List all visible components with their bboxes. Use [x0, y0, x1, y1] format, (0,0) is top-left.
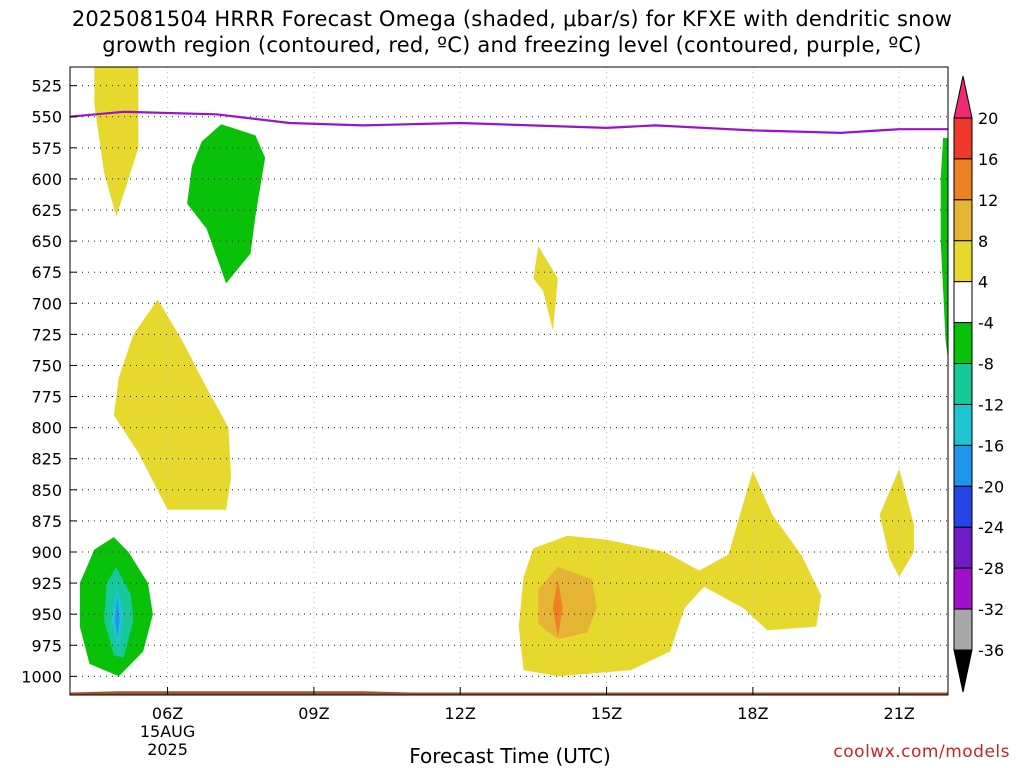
omega-region-12: [114, 595, 120, 637]
colorbar-box-2: [953, 199, 973, 242]
y-tick-label-600: 600: [31, 170, 62, 189]
y-tick-label-650: 650: [31, 232, 62, 251]
y-tick-label-675: 675: [31, 263, 62, 282]
omega-region-7: [187, 124, 266, 284]
colorbar-box-5: [953, 322, 973, 365]
colorbar-box-7: [953, 403, 973, 446]
y-tick-label-925: 925: [31, 574, 62, 593]
colorbar-label-7: -12: [978, 395, 1004, 414]
colorbar-label-12: -32: [978, 600, 1004, 619]
x-tick-label-15Z: 15Z: [591, 704, 622, 723]
x-tick-sublabel-06Z-1: 2025: [147, 740, 188, 759]
y-tick-label-625: 625: [31, 201, 62, 220]
omega-region-6: [552, 579, 563, 637]
x-tick-label-12Z: 12Z: [445, 704, 476, 723]
y-axis-ticks: 525 550 575 600 625 650 675 700 725 750 775 800 825 8…: [21, 77, 77, 686]
x-axis-label: Forecast Time (UTC): [409, 744, 611, 768]
omega-region-4: [879, 468, 914, 577]
colorbar-box-12: [953, 608, 973, 651]
y-tick-label-900: 900: [31, 543, 62, 562]
freezing-level-line: [69, 110, 948, 134]
x-tick-label-18Z: 18Z: [737, 704, 768, 723]
x-tick-label-09Z: 09Z: [298, 704, 329, 723]
colorbar: 20 16 12 8 4 -4 -8 -12 -16 -20 -24 -28 -32 -36: [953, 75, 1004, 693]
y-tick-label-975: 975: [31, 636, 62, 655]
y-tick-label-875: 875: [31, 512, 62, 531]
y-tick-label-800: 800: [31, 419, 62, 438]
colorbar-box-1: [953, 158, 973, 201]
colorbar-label-10: -24: [978, 518, 1004, 537]
y-tick-label-575: 575: [31, 139, 62, 158]
y-tick-label-850: 850: [31, 481, 62, 500]
colorbar-box-4: [953, 281, 973, 324]
y-tick-label-775: 775: [31, 388, 62, 407]
omega-region-9: [940, 137, 948, 360]
terrain-strip: [70, 691, 948, 695]
omega-region-1: [113, 299, 231, 510]
omega-shading-layer: [79, 67, 948, 677]
y-tick-label-700: 700: [31, 294, 62, 313]
x-tick-sublabel-06Z-0: 15AUG: [140, 722, 195, 741]
y-tick-label-550: 550: [31, 108, 62, 127]
colorbar-box-6: [953, 363, 973, 405]
grid-layer: [70, 67, 948, 695]
terrain-layer: [70, 691, 948, 695]
colorbar-label-6: -8: [978, 355, 994, 374]
colorbar-label-9: -20: [978, 477, 1004, 496]
colorbar-label-4: 4: [978, 273, 988, 292]
colorbar-bottom-arrow: [953, 649, 973, 693]
colorbar-label-8: -16: [978, 436, 1004, 455]
credit-link[interactable]: coolwx.com/models: [833, 742, 1010, 762]
colorbar-label-13: -36: [978, 641, 1004, 660]
y-tick-label-825: 825: [31, 450, 62, 469]
colorbar-box-9: [953, 485, 973, 528]
colorbar-box-3: [953, 240, 973, 283]
chart-title-line-2: growth region (contoured, red, ºC) and f…: [102, 33, 922, 57]
y-tick-label-725: 725: [31, 325, 62, 344]
colorbar-label-5: -4: [978, 314, 994, 333]
chart-title: 2025081504 HRRR Forecast Omega (shaded, …: [0, 6, 1024, 58]
colorbar-label-11: -28: [978, 559, 1004, 578]
freezing-level-layer: [69, 110, 948, 134]
y-tick-label-950: 950: [31, 605, 62, 624]
colorbar-box-8: [953, 444, 973, 487]
colorbar-label-0: 20: [978, 109, 998, 128]
x-tick-label-21Z: 21Z: [884, 704, 915, 723]
y-tick-label-525: 525: [31, 77, 62, 96]
colorbar-label-2: 12: [978, 191, 998, 210]
omega-region-5: [538, 566, 597, 639]
colorbar-box-10: [953, 526, 973, 569]
x-tick-label-06Z: 06Z: [152, 704, 183, 723]
chart-title-line-1: 2025081504 HRRR Forecast Omega (shaded, …: [71, 7, 953, 31]
colorbar-label-3: 8: [978, 232, 988, 251]
colorbar-label-1: 16: [978, 150, 998, 169]
y-tick-label-750: 750: [31, 356, 62, 375]
omega-region-2: [533, 246, 558, 331]
omega-region-3: [518, 471, 822, 677]
colorbar-box-0: [953, 117, 973, 160]
y-tick-label-1000: 1000: [21, 667, 62, 686]
colorbar-top-arrow: [953, 75, 973, 119]
colorbar-box-11: [953, 567, 973, 610]
omega-region-0: [94, 67, 139, 217]
plot-frame: [69, 66, 949, 696]
